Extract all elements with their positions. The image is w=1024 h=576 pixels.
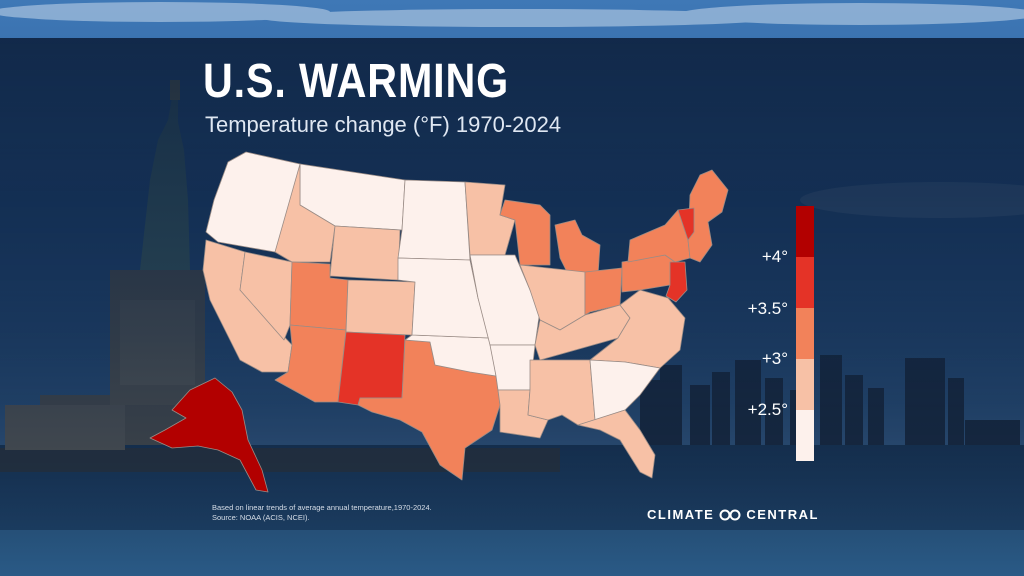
state-region-new-mexico bbox=[337, 331, 406, 406]
state-region-new-england bbox=[687, 169, 729, 263]
legend-label-2-5: +2.5° bbox=[747, 400, 788, 419]
state-region-nevada bbox=[239, 251, 293, 341]
state-region-idaho bbox=[274, 163, 336, 263]
state-region-iowa-missouri bbox=[469, 254, 541, 346]
state-region-central-plains bbox=[397, 257, 491, 339]
state-region-colorado bbox=[345, 279, 416, 336]
state-region-florida bbox=[577, 409, 656, 479]
state-region-ohio bbox=[584, 267, 623, 316]
state-region-new-jersey-delaware bbox=[665, 261, 688, 303]
page-subtitle: Temperature change (°F) 1970-2024 bbox=[205, 112, 562, 137]
state-region-michigan bbox=[554, 219, 601, 279]
us-map bbox=[149, 151, 729, 493]
legend-swatch-3-5-to-4 bbox=[796, 257, 814, 308]
state-region-northern-plains bbox=[397, 179, 471, 261]
state-region-arkansas bbox=[489, 344, 536, 391]
state-region-alaska bbox=[149, 377, 269, 493]
footnote-method: Based on linear trends of average annual… bbox=[212, 503, 432, 512]
legend-label-4: +4° bbox=[761, 247, 788, 266]
state-region-wyoming bbox=[329, 225, 401, 281]
legend-label-3: +3° bbox=[761, 349, 788, 368]
logo-word-central: CENTRAL bbox=[746, 507, 819, 522]
footnote: Based on linear trends of average annual… bbox=[212, 503, 432, 523]
legend-swatch-2-5-to-3 bbox=[796, 359, 814, 410]
climate-central-logo: CLIMATE CENTRAL bbox=[647, 507, 819, 522]
legend-swatch-4plus bbox=[796, 206, 814, 257]
state-region-mississippi-alabama bbox=[527, 359, 596, 426]
state-region-wisconsin bbox=[499, 199, 551, 266]
legend-swatch-below-2-5 bbox=[796, 410, 814, 461]
climate-central-logo-icon bbox=[719, 509, 741, 520]
footnote-source: Source: NOAA (ACIS, NCEI). bbox=[212, 513, 310, 522]
legend-swatch-3-to-3-5 bbox=[796, 308, 814, 359]
legend-label-3-5: +3.5° bbox=[747, 299, 788, 318]
logo-word-climate: CLIMATE bbox=[647, 507, 715, 522]
color-legend bbox=[796, 206, 814, 461]
state-region-vermont bbox=[677, 207, 695, 241]
page-title: U.S. WARMING bbox=[203, 55, 510, 108]
